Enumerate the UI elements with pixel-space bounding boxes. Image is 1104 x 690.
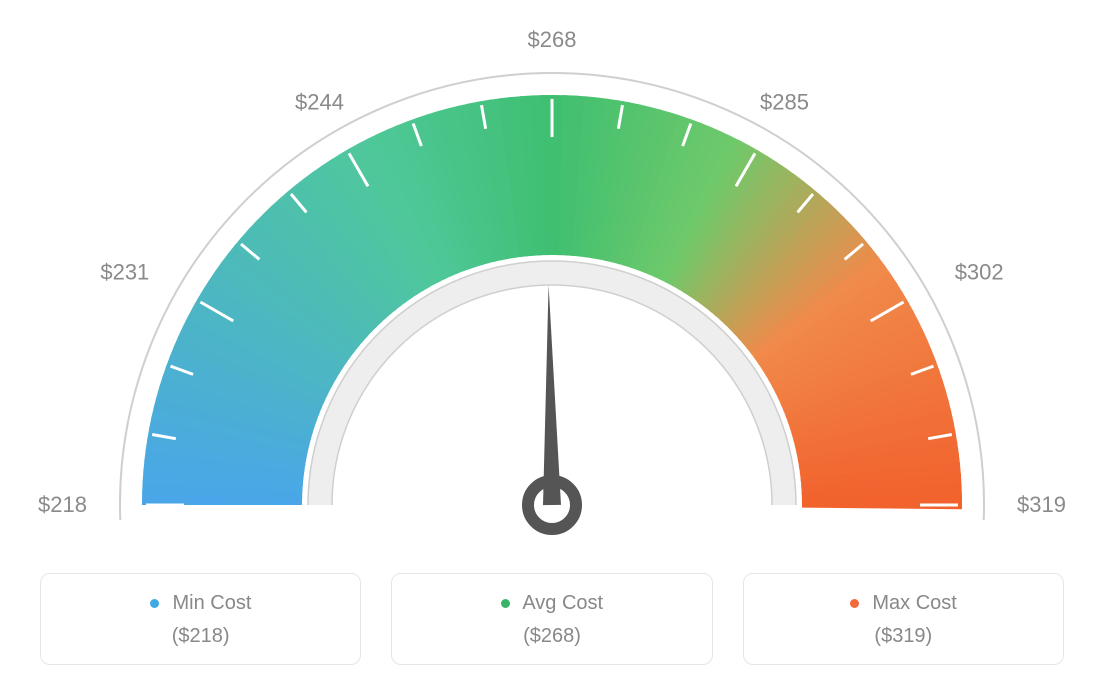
dot-icon: [150, 599, 159, 608]
gauge-tick-label: $244: [295, 89, 344, 114]
legend-avg-label: Avg Cost: [522, 592, 603, 614]
gauge-tick-label: $285: [760, 89, 809, 114]
cost-gauge: $218 $231 $244 $268 $285 $302 $319: [0, 0, 1104, 560]
legend-max-value: ($319): [754, 625, 1053, 648]
gauge-svg: $218 $231 $244 $268 $285 $302 $319: [0, 0, 1104, 560]
legend-avg-value: ($268): [402, 625, 701, 648]
gauge-tick-label: $319: [1017, 492, 1066, 517]
legend-min-value: ($218): [51, 625, 350, 648]
dot-icon: [501, 599, 510, 608]
legend-max-label: Max Cost: [872, 592, 956, 614]
gauge-tick-label: $268: [528, 27, 577, 52]
dot-icon: [850, 599, 859, 608]
gauge-needle: [543, 285, 561, 505]
gauge-tick-label: $231: [100, 260, 149, 285]
legend-max-title: Max Cost: [754, 592, 1053, 615]
legend-min-label: Min Cost: [172, 592, 251, 614]
legend-min-title: Min Cost: [51, 592, 350, 615]
legend-row: Min Cost ($218) Avg Cost ($268) Max Cost…: [40, 573, 1064, 665]
legend-avg-title: Avg Cost: [402, 592, 701, 615]
legend-max-card: Max Cost ($319): [743, 573, 1064, 665]
legend-avg-card: Avg Cost ($268): [391, 573, 712, 665]
legend-min-card: Min Cost ($218): [40, 573, 361, 665]
gauge-tick-label: $218: [38, 492, 87, 517]
gauge-tick-label: $302: [955, 260, 1004, 285]
